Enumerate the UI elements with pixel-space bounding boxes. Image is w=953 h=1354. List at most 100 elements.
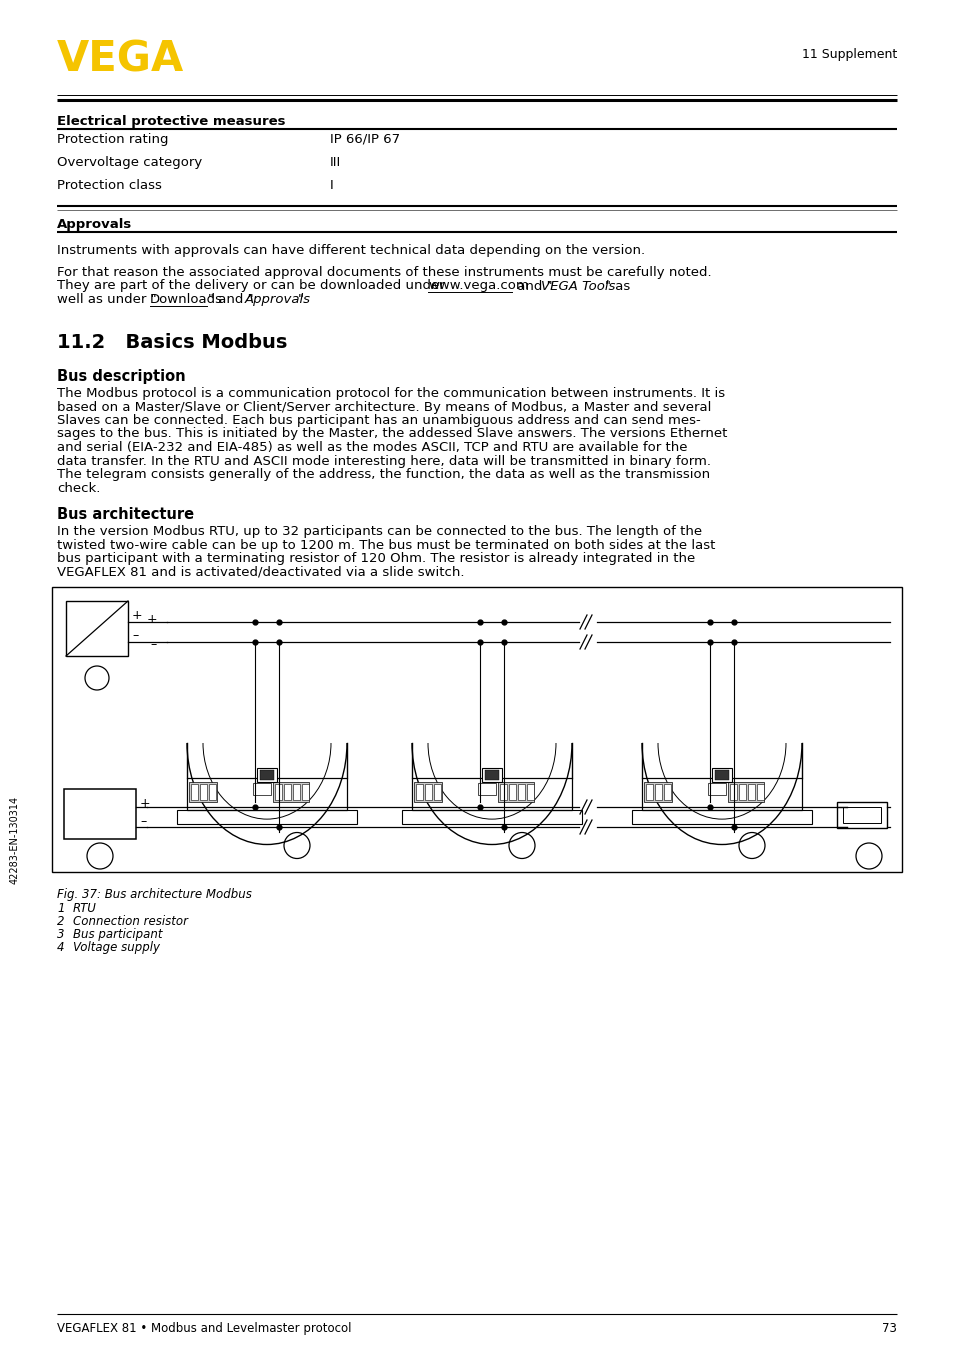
Text: Approvals: Approvals (245, 292, 311, 306)
Bar (645, 784, 652, 800)
Text: Instruments with approvals can have different technical data depending on the ve: Instruments with approvals can have diff… (57, 244, 644, 257)
Text: and ": and " (513, 279, 552, 292)
Bar (189, 783, 216, 802)
Bar (663, 784, 670, 800)
Text: Approvals: Approvals (57, 218, 132, 232)
Bar (484, 770, 498, 780)
Bar (302, 784, 309, 800)
Text: Voltage supply: Voltage supply (73, 941, 160, 955)
Bar (739, 784, 745, 800)
Text: VEGA: VEGA (57, 38, 184, 80)
Bar (401, 810, 581, 823)
Text: 73: 73 (882, 1322, 896, 1335)
Bar (434, 784, 440, 800)
Text: The telegram consists generally of the address, the function, the data as well a: The telegram consists generally of the a… (57, 468, 709, 481)
Text: Fig. 37: Bus architecture Modbus: Fig. 37: Bus architecture Modbus (57, 888, 252, 900)
Text: bus participant with a terminating resistor of 120 Ohm. The resistor is already : bus participant with a terminating resis… (57, 552, 695, 565)
Text: Protection class: Protection class (57, 179, 162, 192)
Bar (260, 770, 274, 780)
Text: 3: 3 (57, 927, 65, 941)
Text: 42283-EN-130314: 42283-EN-130314 (10, 795, 20, 884)
Text: –: – (151, 638, 157, 651)
Text: 1: 1 (57, 902, 65, 915)
Text: +: + (140, 798, 151, 810)
Bar (499, 784, 506, 800)
Text: 4: 4 (57, 941, 65, 955)
Text: They are part of the delivery or can be downloaded under: They are part of the delivery or can be … (57, 279, 449, 292)
Bar (481, 768, 501, 783)
Bar (631, 810, 811, 823)
Text: Connection resistor: Connection resistor (73, 915, 188, 927)
Bar (191, 784, 198, 800)
Bar (842, 807, 880, 823)
Text: Bus participant: Bus participant (73, 927, 162, 941)
Text: Bus description: Bus description (57, 370, 186, 385)
Text: VEGA Tools: VEGA Tools (540, 279, 615, 292)
Bar (729, 784, 737, 800)
Bar (414, 783, 441, 802)
Text: Slaves can be connected. Each bus participant has an unambiguous address and can: Slaves can be connected. Each bus partic… (57, 414, 700, 427)
Bar (273, 783, 309, 802)
Bar (177, 810, 356, 823)
Text: Downloads: Downloads (150, 292, 223, 306)
Text: +: + (146, 613, 157, 626)
Bar (274, 784, 282, 800)
Text: ".: ". (297, 292, 308, 306)
Bar (836, 802, 886, 829)
Bar (416, 784, 422, 800)
Bar (526, 784, 534, 800)
Bar (477, 783, 496, 795)
Text: well as under ": well as under " (57, 292, 156, 306)
Bar (641, 779, 801, 810)
Bar (707, 783, 725, 795)
Bar (284, 784, 291, 800)
Text: sages to the bus. This is initiated by the Master, the addessed Slave answers. T: sages to the bus. This is initiated by t… (57, 428, 726, 440)
Bar (412, 779, 572, 810)
Bar (209, 784, 215, 800)
Text: Bus architecture: Bus architecture (57, 506, 193, 523)
Bar (643, 783, 671, 802)
Text: For that reason the associated approval documents of these instruments must be c: For that reason the associated approval … (57, 265, 711, 279)
Text: Electrical protective measures: Electrical protective measures (57, 115, 285, 129)
Text: check.: check. (57, 482, 100, 494)
Bar (757, 784, 763, 800)
Bar (727, 783, 763, 802)
Text: In the version Modbus RTU, up to 32 participants can be connected to the bus. Th: In the version Modbus RTU, up to 32 part… (57, 525, 701, 538)
Bar (424, 784, 432, 800)
Bar (509, 784, 516, 800)
Text: Protection rating: Protection rating (57, 133, 169, 146)
Bar (655, 784, 661, 800)
Text: 2: 2 (57, 915, 65, 927)
Text: data transfer. In the RTU and ASCII mode interesting here, data will be transmit: data transfer. In the RTU and ASCII mode… (57, 455, 710, 467)
Bar (200, 784, 207, 800)
Bar (517, 784, 524, 800)
Text: " as: " as (604, 279, 630, 292)
Bar (253, 783, 271, 795)
Text: " and ": " and " (208, 292, 253, 306)
Bar (256, 768, 276, 783)
Text: RTU: RTU (73, 902, 97, 915)
Bar (66, 601, 128, 655)
Text: VEGAFLEX 81 and is activated/deactivated via a slide switch.: VEGAFLEX 81 and is activated/deactivated… (57, 566, 464, 578)
Text: The Modbus protocol is a communication protocol for the communication between in: The Modbus protocol is a communication p… (57, 387, 724, 399)
Text: twisted two-wire cable can be up to 1200 m. The bus must be terminated on both s: twisted two-wire cable can be up to 1200… (57, 539, 715, 551)
Bar (52, 588, 901, 872)
Bar (64, 789, 136, 839)
Text: 11 Supplement: 11 Supplement (801, 47, 896, 61)
Text: –: – (140, 815, 146, 829)
Bar (747, 784, 754, 800)
Text: IP 66/IP 67: IP 66/IP 67 (330, 133, 399, 146)
Bar (711, 768, 731, 783)
Bar (187, 779, 347, 810)
Text: I: I (330, 179, 334, 192)
Text: www.vega.com: www.vega.com (428, 279, 528, 292)
Bar (497, 783, 534, 802)
Bar (293, 784, 299, 800)
Bar (714, 770, 728, 780)
Text: VEGAFLEX 81 • Modbus and Levelmaster protocol: VEGAFLEX 81 • Modbus and Levelmaster pro… (57, 1322, 351, 1335)
Text: –: – (132, 630, 138, 642)
Text: based on a Master/Slave or Client/Server architecture. By means of Modbus, a Mas: based on a Master/Slave or Client/Server… (57, 401, 711, 413)
Text: Overvoltage category: Overvoltage category (57, 156, 202, 169)
Text: 11.2   Basics Modbus: 11.2 Basics Modbus (57, 333, 287, 352)
Text: III: III (330, 156, 341, 169)
